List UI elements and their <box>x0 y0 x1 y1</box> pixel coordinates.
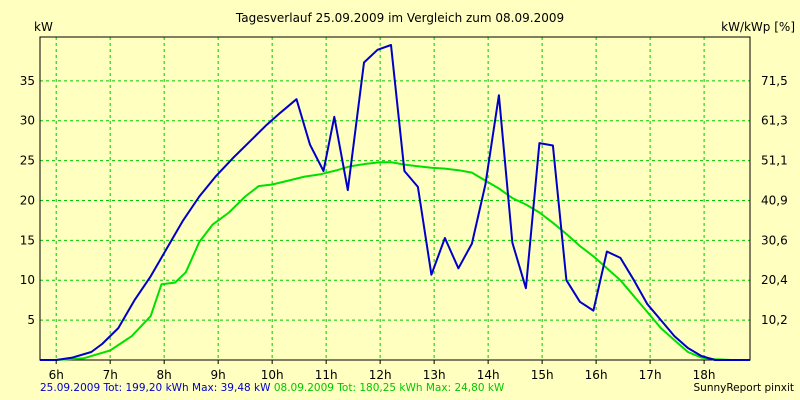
y-left-tick-label-35: 35 <box>20 74 35 88</box>
y-right-tick-label-20,4: 20,4 <box>761 273 788 287</box>
y-right-tick-label-40,9: 40,9 <box>761 193 788 207</box>
series-line-1 <box>40 44 750 361</box>
y-left-tick-label-25: 25 <box>20 154 35 168</box>
series-group <box>40 44 750 361</box>
x-tick-label-6h: 6h <box>49 368 64 382</box>
tick-labels: 6h 7h 8h 9h 10h 11h 12h 13h 14h 15h 16h 17h 18h 5 10,2… <box>20 74 788 382</box>
plot-frame <box>39 36 751 361</box>
x-tick-label-14h: 14h <box>477 368 500 382</box>
y-axis-left-label: kW <box>34 20 53 34</box>
y-right-tick-label-30,6: 30,6 <box>761 233 788 247</box>
x-tick-label-11h: 11h <box>315 368 338 382</box>
chart-title: Tagesverlauf 25.09.2009 im Vergleich zum… <box>235 11 564 25</box>
x-tick-label-13h: 13h <box>423 368 446 382</box>
series-line-2 <box>40 161 750 361</box>
x-tick-label-10h: 10h <box>261 368 284 382</box>
x-tick-label-15h: 15h <box>531 368 554 382</box>
credit-text: SunnyReport pinxit <box>693 382 794 394</box>
y-left-tick-label-10: 10 <box>20 273 35 287</box>
chart-footer: 25.09.2009 Tot: 199,20 kWh Max: 39,48 kW… <box>40 382 504 394</box>
x-tick-label-9h: 9h <box>211 368 226 382</box>
x-tick-label-18h: 18h <box>693 368 716 382</box>
x-tick-label-8h: 8h <box>157 368 172 382</box>
x-tick-label-7h: 7h <box>103 368 118 382</box>
y-right-tick-label-61,3: 61,3 <box>761 114 788 128</box>
x-tick-label-16h: 16h <box>585 368 608 382</box>
y-left-tick-label-5: 5 <box>27 313 35 327</box>
y-left-tick-label-30: 30 <box>20 114 35 128</box>
y-right-tick-label-71,5: 71,5 <box>761 74 788 88</box>
y-right-tick-label-51,1: 51,1 <box>761 154 788 168</box>
series1-summary: 25.09.2009 Tot: 199,20 kWh Max: 39,48 kW <box>40 382 271 394</box>
series2-summary: 08.09.2009 Tot: 180,25 kWh Max: 24,80 kW <box>273 382 505 394</box>
y-left-tick-label-15: 15 <box>20 233 35 247</box>
x-tick-label-17h: 17h <box>639 368 662 382</box>
y-axis-right-label: kW/kWp [%] <box>721 20 795 34</box>
y-right-tick-label-10,2: 10,2 <box>761 313 788 327</box>
x-tick-label-12h: 12h <box>369 368 392 382</box>
y-left-tick-label-20: 20 <box>20 193 35 207</box>
